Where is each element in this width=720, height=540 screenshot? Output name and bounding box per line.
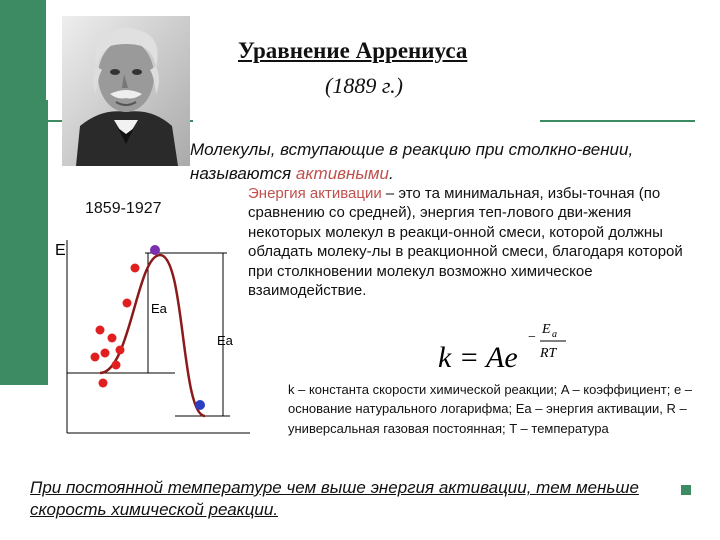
energy-curve [99, 253, 206, 418]
left-accent-bar [0, 0, 46, 385]
definition-term: Энергия активации [248, 185, 382, 202]
formula-exp-numerator-sub: a [552, 329, 557, 340]
activated-molecule [150, 245, 160, 255]
formula-exp-denominator: RT [539, 346, 558, 361]
reactant-molecule [90, 352, 100, 362]
definition-paragraph: Энергия активации – это та минимальная, … [248, 184, 698, 300]
lifespan-label: 1859-1927 [85, 200, 162, 217]
conclusion: При постоянной температуре чем выше энер… [30, 478, 639, 519]
slide-year: (1889 г.) [325, 73, 403, 98]
energy-axis-label: E [55, 242, 66, 259]
ea-label-right: Ea [217, 333, 234, 348]
definition-text: – это та минимальная, избы-точная (по ср… [248, 185, 683, 300]
product-molecule [195, 400, 205, 410]
energy-diagram: E Ea Ea [55, 240, 250, 434]
reactant-molecule [100, 348, 110, 358]
reactant-molecule [122, 298, 132, 308]
bullet-marker [681, 485, 691, 495]
reactant-molecule [130, 263, 140, 273]
top-divider-right [540, 120, 695, 122]
molecules-text: Молекулы, вступающие в реакцию при столк… [190, 140, 634, 183]
reactant-molecule [95, 325, 105, 335]
molecules-highlight: активными [295, 164, 390, 183]
formula-legend: k – константа скорости химической реакци… [288, 382, 693, 436]
reactant-molecule [107, 333, 117, 343]
formula-exp-sign: − [528, 330, 536, 345]
left-divider [46, 100, 48, 385]
formula-exp-numerator: E [541, 322, 551, 337]
formula-main: k = Ae [438, 341, 518, 374]
reactant-molecule [111, 360, 121, 370]
molecules-paragraph: Молекулы, вступающие в реакцию при столк… [190, 138, 690, 186]
arrhenius-formula: k = Ae − E a RT [438, 322, 566, 374]
reactant-molecule [115, 345, 125, 355]
portrait-photo [62, 16, 190, 166]
ea-label-left: Ea [151, 301, 168, 316]
slide-title: Уравнение Аррениуса [238, 38, 468, 63]
reactant-molecule [98, 378, 108, 388]
molecules-end: . [389, 164, 394, 183]
